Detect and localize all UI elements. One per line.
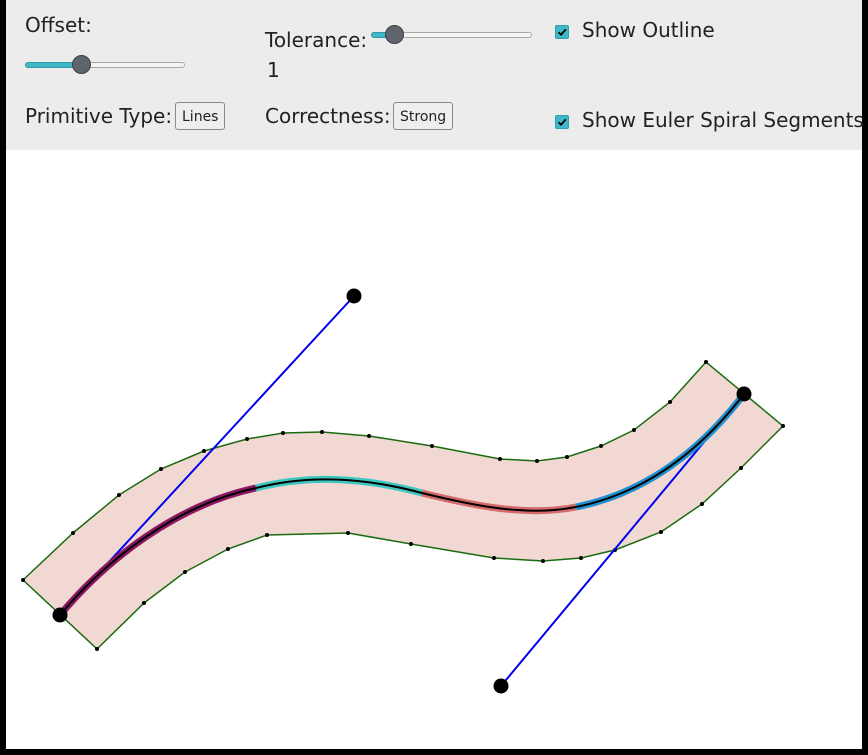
app-frame: Offset: Tolerance: 1 Show Outline Primit… [6,0,864,749]
control-point-handle-1[interactable] [346,288,362,304]
control-point-end[interactable] [736,386,752,402]
show-euler-checkbox[interactable] [555,115,569,129]
show-euler-label: Show Euler Spiral Segments [582,108,864,132]
offset-slider-thumb[interactable] [72,55,91,74]
checkmark-icon [557,118,567,127]
tolerance-slider[interactable] [371,25,532,45]
correctness-label: Correctness: [265,104,391,128]
tolerance-label: Tolerance: [265,28,368,52]
show-outline-checkbox[interactable] [555,25,569,39]
outline-vertices [21,360,785,651]
correctness-button[interactable]: Strong [393,102,454,130]
tolerance-slider-thumb[interactable] [385,25,404,44]
bezier-curve [59,393,745,616]
control-point-handle-2[interactable] [493,678,509,694]
checkmark-icon [557,28,567,37]
tolerance-value: 1 [267,58,280,82]
control-point-start[interactable] [52,607,68,623]
show-outline-label: Show Outline [582,18,715,42]
offset-band [21,360,785,651]
offset-label: Offset: [25,13,92,37]
primitive-type-button[interactable]: Lines [175,102,226,130]
offset-slider[interactable] [25,55,185,75]
controls-panel: Offset: Tolerance: 1 Show Outline Primit… [6,0,864,150]
drawing-canvas[interactable] [6,150,862,749]
primitive-type-label: Primitive Type: [25,104,173,128]
